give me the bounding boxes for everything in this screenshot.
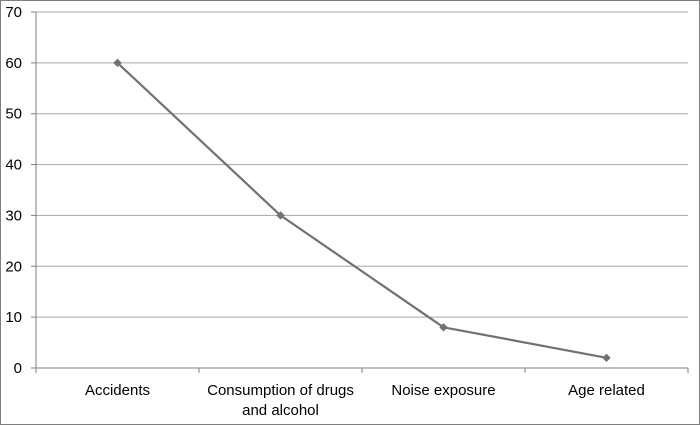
y-tick-label: 20: [5, 258, 22, 275]
x-tick-label: Accidents: [85, 382, 150, 399]
gridlines: [36, 11, 688, 318]
x-tick-label-line: and alcohol: [242, 402, 319, 419]
axes: [31, 11, 689, 373]
data-point: [276, 211, 285, 220]
series-line: [116, 62, 607, 359]
data-point: [602, 353, 611, 363]
y-tick-label: 50: [5, 106, 22, 123]
y-axis-tick-labels: 0 10 20 30 40 50 60 70: [5, 4, 22, 377]
x-tick-label: Consumption of drugs and alcohol: [207, 382, 354, 419]
x-tick-label-line: Accidents: [85, 382, 150, 399]
y-tick-label: 40: [5, 157, 22, 174]
x-tick-label-line: Consumption of drugs: [207, 382, 354, 399]
y-tick-label: 60: [5, 55, 22, 72]
y-tick-label: 0: [14, 360, 22, 377]
x-tick-label-line: Noise exposure: [391, 382, 495, 399]
data-point: [113, 58, 122, 68]
data-point: [439, 323, 448, 332]
series-markers: [113, 58, 611, 363]
y-tick-label: 70: [5, 4, 22, 21]
y-tick-label: 10: [5, 309, 22, 326]
x-tick-label: Age related: [568, 382, 645, 399]
y-tick-label: 30: [5, 207, 22, 224]
x-tick-label: Noise exposure: [391, 382, 495, 399]
x-axis-tick-labels: Accidents Consumption of drugs and alcohol…: [85, 382, 645, 419]
x-tick-label-line: Age related: [568, 382, 645, 399]
